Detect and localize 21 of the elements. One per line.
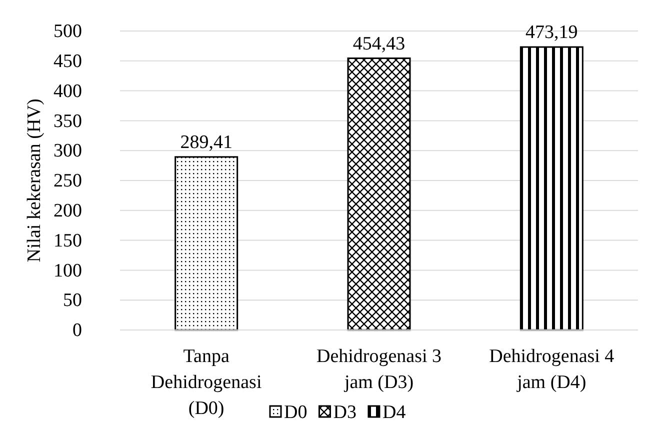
legend-label: D3 <box>333 402 356 423</box>
x-tick-label: Tanpa Dehidrogenasi (D0) <box>150 346 262 419</box>
legend-label: D0 <box>284 402 308 423</box>
x-tick-label: Dehidrogenasi 3 jam (D3) <box>316 346 442 393</box>
y-tick-label: 100 <box>54 260 82 282</box>
y-tick-label: 400 <box>54 80 82 102</box>
x-tick-label: Dehidrogenasi 4 jam (D4) <box>489 346 615 393</box>
data-label: 473,19 <box>526 22 578 44</box>
y-axis-title: Nilai kekerasan (HV) <box>24 98 45 262</box>
legend-label: D4 <box>382 402 406 423</box>
y-tick-label: 450 <box>54 50 82 72</box>
data-label: 289,41 <box>180 132 232 153</box>
y-tick-label: 0 <box>72 320 82 342</box>
y-tick-label: 500 <box>54 21 82 42</box>
y-tick-label: 350 <box>54 110 82 132</box>
y-tick-label: 150 <box>54 230 82 252</box>
y-tick-label: 300 <box>54 140 82 162</box>
data-label: 454,43 <box>352 33 406 54</box>
y-tick-label: 250 <box>54 170 82 192</box>
y-tick-label: 50 <box>63 290 82 312</box>
y-tick-label: 200 <box>54 200 82 222</box>
